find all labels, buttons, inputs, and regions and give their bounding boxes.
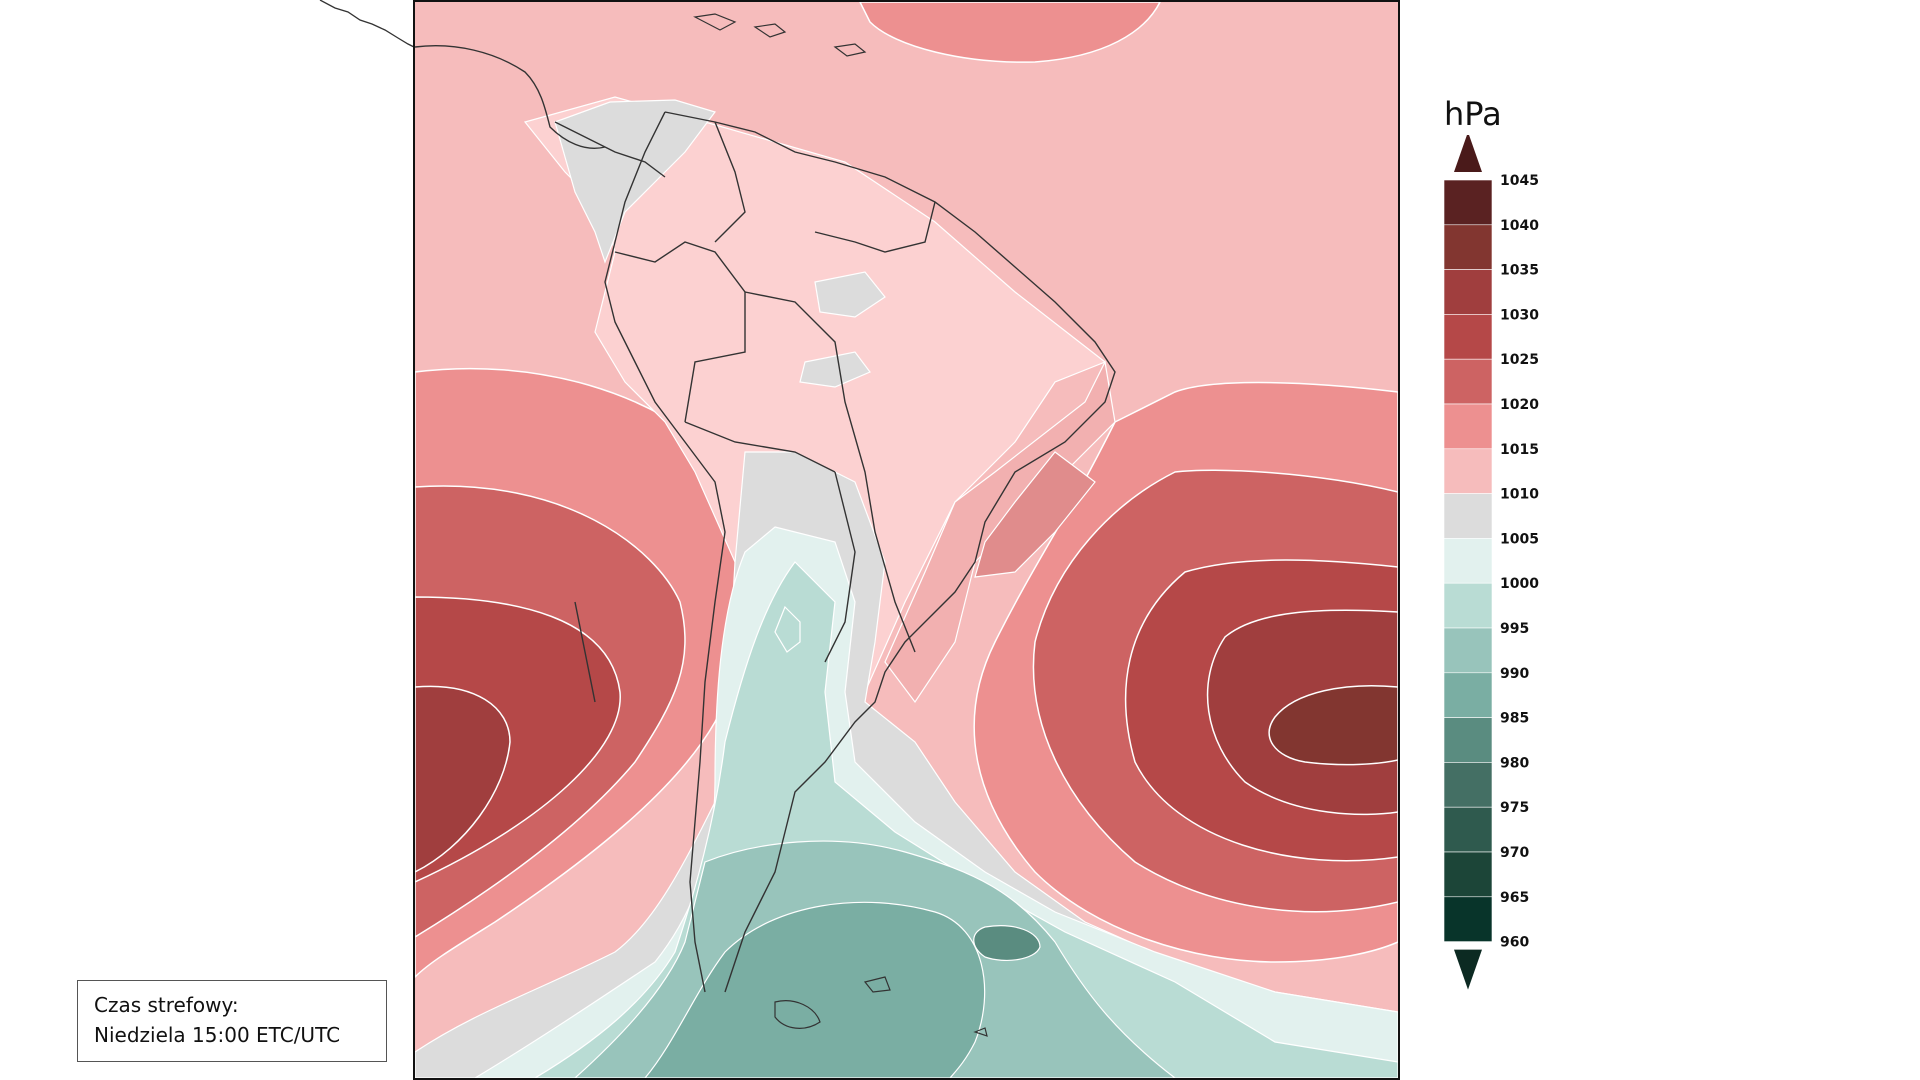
timezone-value: Niedziela 15:00 ETC/UTC	[94, 1023, 341, 1047]
pressure-map[interactable]	[413, 0, 1400, 1080]
legend-band	[1443, 179, 1493, 226]
legend-arrow-down	[1454, 949, 1482, 990]
coastlines	[415, 45, 1116, 993]
legend-arrow-up	[1454, 135, 1482, 172]
legend-tick-label: 960	[1500, 935, 1529, 951]
legend-band	[1443, 806, 1493, 853]
timezone-box: Czas strefowy: Niedziela 15:00 ETC/UTC	[77, 980, 387, 1062]
amazon-gray-2	[799, 351, 871, 388]
legend-band	[1443, 448, 1493, 494]
low-center-980	[973, 925, 1041, 962]
legend-tick-label: 980	[1500, 755, 1529, 771]
legend-tick-label: 1025	[1500, 352, 1539, 368]
legend-band	[1443, 627, 1493, 674]
legend-tick-label: 1030	[1500, 307, 1539, 323]
legend-band	[1443, 538, 1493, 584]
legend-tick-label: 1045	[1500, 173, 1539, 189]
east-coast-1020	[974, 451, 1096, 578]
legend-band	[1443, 851, 1493, 898]
legend-tick-label: 970	[1500, 845, 1529, 861]
legend-band	[1443, 672, 1493, 718]
north-atlantic-1015	[859, 2, 1161, 63]
islands	[693, 13, 988, 1037]
legend-band	[1443, 224, 1493, 270]
legend-unit: hPa	[1444, 95, 1502, 133]
legend-tick-label: 1040	[1500, 218, 1539, 234]
amazon-gray	[814, 271, 886, 318]
legend-tick-label: 985	[1500, 711, 1529, 727]
legend-band	[1443, 493, 1493, 539]
legend-tick-label: 1000	[1500, 576, 1539, 592]
east-high-1035	[1268, 685, 1398, 766]
legend-tick-label: 1010	[1500, 487, 1539, 503]
legend-band	[1443, 717, 1493, 763]
legend-tick-label: 1005	[1500, 531, 1539, 547]
legend-tick-label: 965	[1500, 890, 1529, 906]
legend-band	[1443, 269, 1493, 315]
legend-tick-label: 1020	[1500, 397, 1539, 413]
patagonia-995	[774, 605, 801, 653]
legend-tick-label: 975	[1500, 800, 1529, 816]
legend-tick-label: 1015	[1500, 442, 1539, 458]
legend-tick-label: 995	[1500, 621, 1529, 637]
legend-band	[1443, 358, 1493, 405]
west-high-1030	[415, 685, 511, 873]
legend-band	[1443, 582, 1493, 629]
north-gray-1005	[554, 99, 716, 264]
timezone-title: Czas strefowy:	[94, 993, 239, 1017]
stray-coastline	[319, 0, 417, 49]
pressure-legend: hPa 1045 1040 1035 1030 1025 1020 1015 1010 1005…	[1430, 95, 1570, 995]
legend-band	[1443, 896, 1493, 942]
legend-tick-label: 990	[1500, 666, 1529, 682]
legend-colorbar: 1045 1040 1035 1030 1025 1020 1015 1010 1005 1000…	[1443, 135, 1539, 990]
legend-band	[1443, 403, 1493, 450]
legend-tick-label: 1035	[1500, 263, 1539, 279]
legend-band	[1443, 314, 1493, 360]
band-985-990	[644, 901, 986, 1078]
legend-band	[1443, 762, 1493, 808]
